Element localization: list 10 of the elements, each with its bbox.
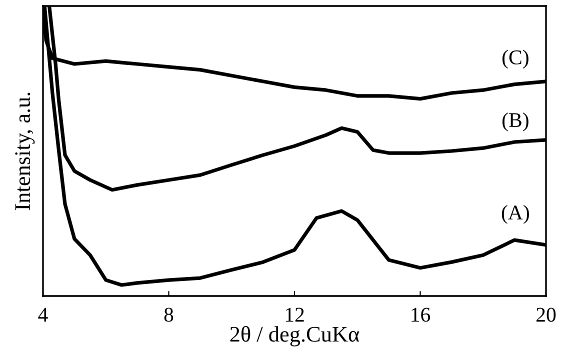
x-axis-title: 2θ / deg.CuKα [230,326,360,346]
series-label: (A) [502,204,529,224]
x-tick-label: 16 [412,308,430,322]
x-tick-label: 8 [164,308,174,322]
series-label: (C) [502,50,528,69]
x-tick-label: 12 [286,308,304,322]
y-axis-title: Intensity, a.u. [15,92,35,210]
x-tick-label: 4 [38,308,48,322]
x-tick-label: 20 [536,308,556,322]
series-label: (B) [502,112,528,132]
